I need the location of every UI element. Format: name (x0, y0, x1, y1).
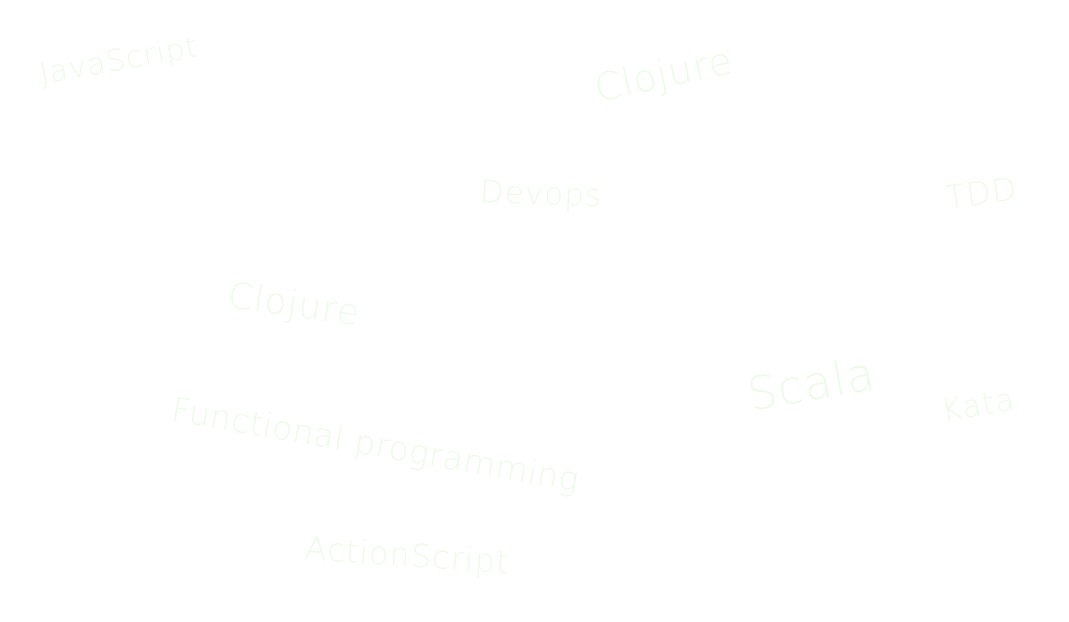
word-kata: Kata (938, 381, 1018, 430)
word-tdd: TDD (943, 169, 1020, 217)
word-devops: Devops (479, 174, 603, 215)
word-clojure-middle: Clojure (225, 275, 363, 335)
word-scala: Scala (743, 346, 880, 422)
word-functional-programming: Functional programming (168, 389, 583, 500)
word-clojure-top: Clojure (590, 38, 737, 111)
word-javascript: JavaScript (36, 29, 201, 92)
word-actionscript: ActionScript (303, 529, 511, 582)
